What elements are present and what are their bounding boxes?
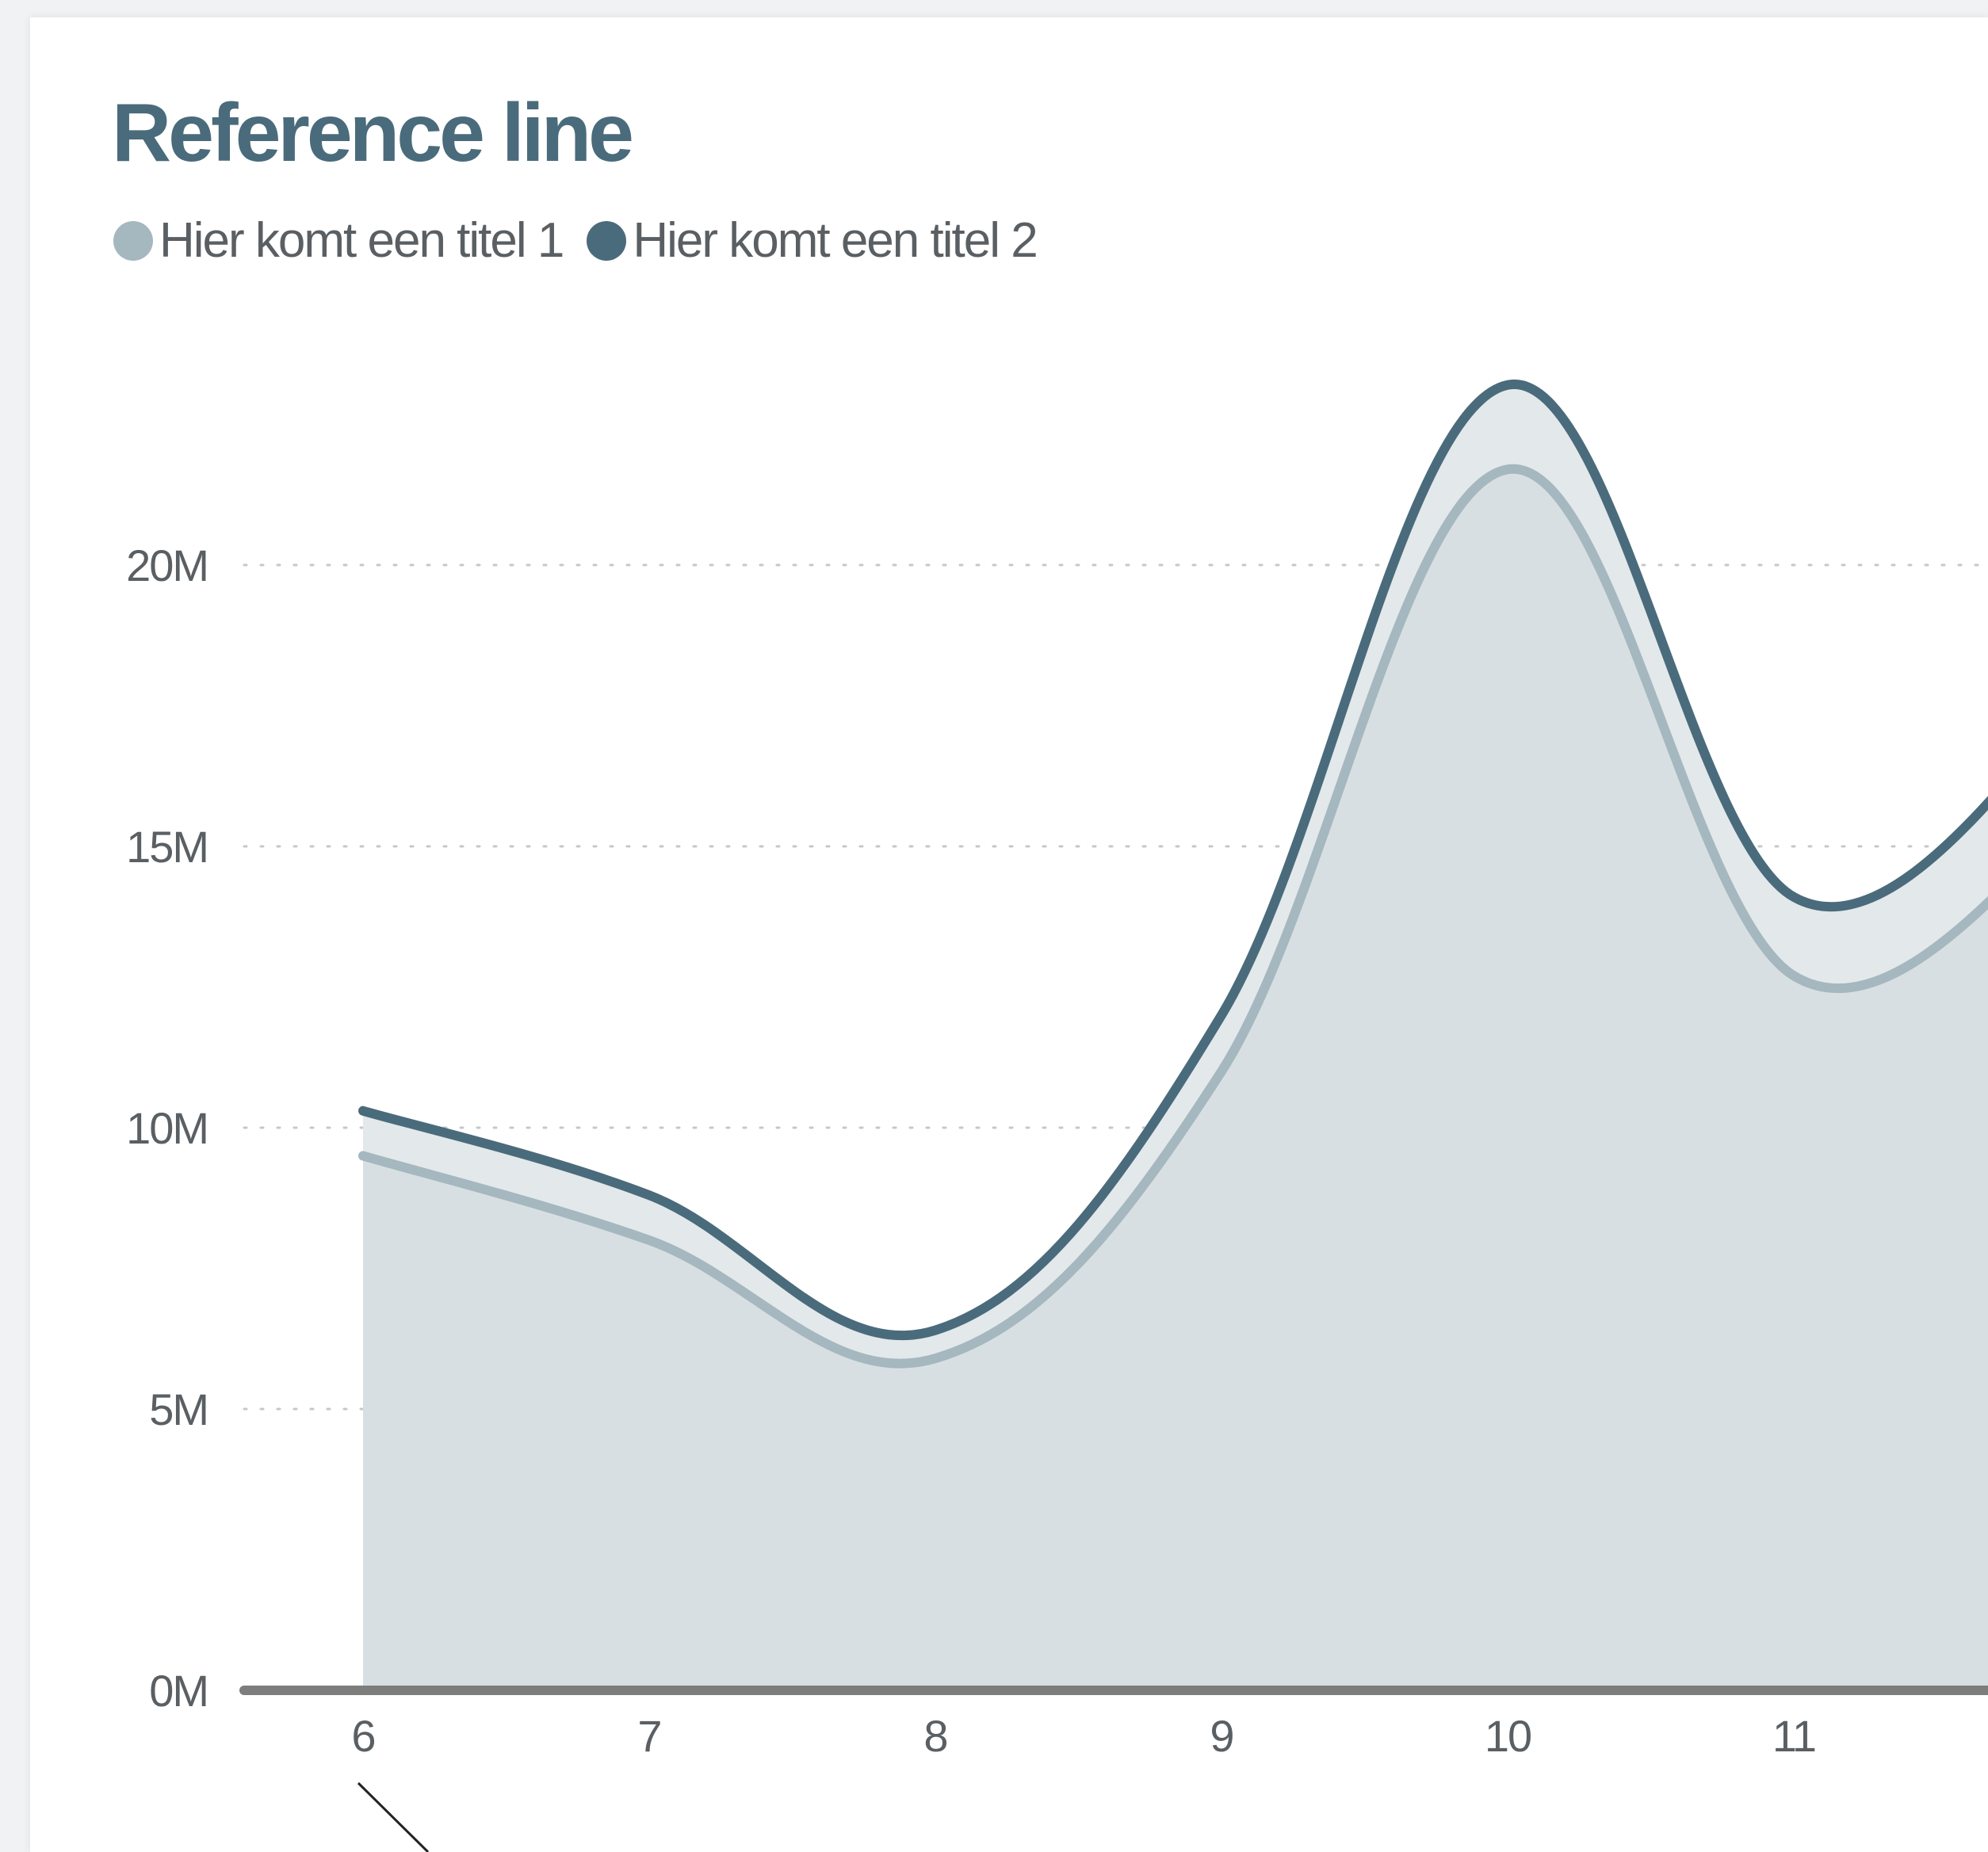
legend-label-series-2: Hier komt een titel 2 [633, 213, 1038, 268]
x-tick-label: 8 [923, 1711, 946, 1761]
x-tick-label: 9 [1210, 1711, 1233, 1761]
series-1-inner-area [363, 469, 1988, 1690]
y-tick-label: 0M [149, 1666, 208, 1716]
legend-item-series-2[interactable]: Hier komt een titel 2 [587, 212, 1038, 269]
legend-dot-icon [587, 220, 627, 261]
chart-legend: Hier komt een titel 1 Hier komt een tite… [113, 212, 1061, 269]
x-tick-label: 7 [637, 1711, 660, 1761]
legend-label-series-1: Hier komt een titel 1 [159, 213, 564, 268]
series-2-line [358, 380, 1988, 1340]
y-tick-label: 15M [126, 822, 208, 872]
x-axis-ticks: 6 7 8 9 10 11 [351, 1711, 1817, 1761]
y-axis-ticks: 0M 5M 10M 15M 20M [126, 540, 209, 1716]
x-tick-label: 10 [1485, 1711, 1531, 1761]
legend-dot-icon [113, 220, 153, 261]
series-1-line [358, 464, 1988, 1369]
chart-title: Reference line [112, 87, 634, 179]
y-tick-label: 20M [126, 540, 208, 590]
x-tick-label: 6 [351, 1711, 374, 1761]
y-tick-label: 5M [149, 1384, 208, 1434]
y-tick-label: 10M [126, 1103, 208, 1153]
legend-item-series-1[interactable]: Hier komt een titel 1 [113, 212, 564, 269]
x-tick-label: 11 [1772, 1711, 1815, 1761]
annotation-pointer-line [357, 1781, 430, 1852]
